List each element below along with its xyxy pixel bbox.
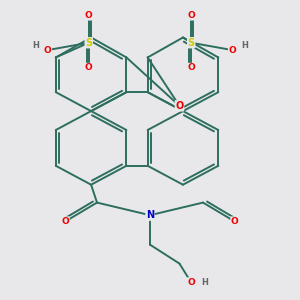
Text: N: N [146, 210, 154, 220]
Text: O: O [61, 217, 69, 226]
Text: S: S [188, 38, 195, 48]
Text: H: H [241, 41, 248, 50]
Text: O: O [187, 64, 195, 73]
Text: O: O [229, 46, 236, 55]
Text: O: O [44, 46, 51, 55]
Text: O: O [187, 11, 195, 20]
Text: O: O [187, 278, 195, 287]
Text: H: H [32, 41, 39, 50]
Text: O: O [85, 11, 93, 20]
Text: O: O [175, 101, 184, 111]
Text: O: O [85, 64, 93, 73]
Text: S: S [85, 38, 92, 48]
Text: H: H [202, 278, 208, 287]
Text: O: O [231, 217, 239, 226]
